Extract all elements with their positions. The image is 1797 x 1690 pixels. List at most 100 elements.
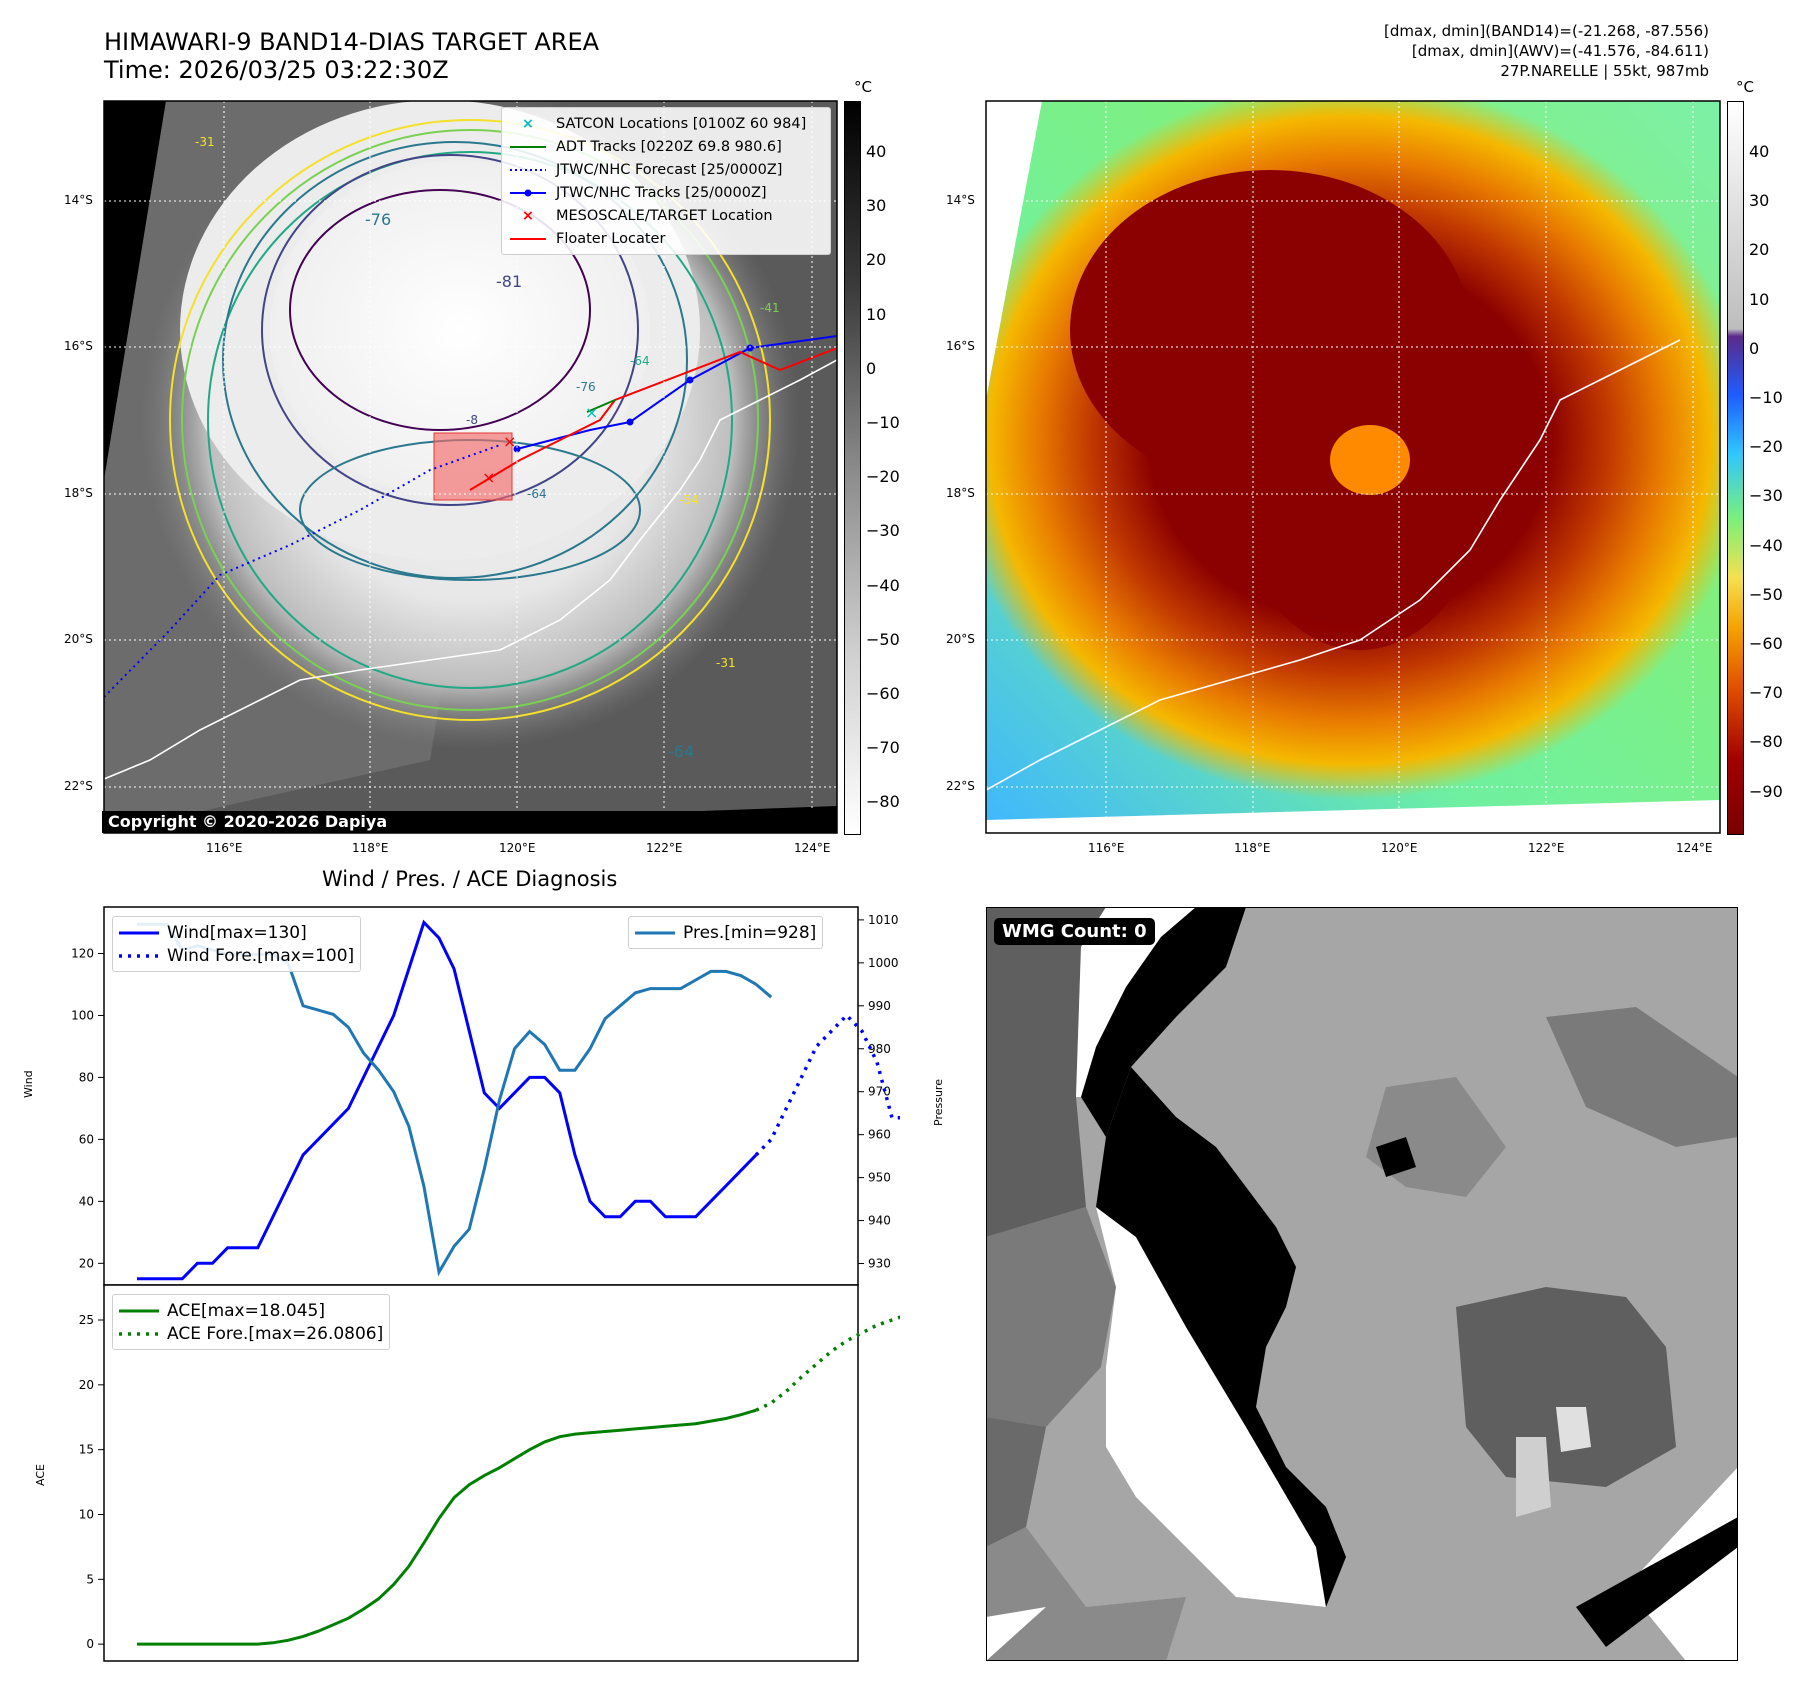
wind-tick-label: 40 [79, 1194, 94, 1208]
contour-label: -76 [365, 210, 392, 229]
awv-colorbar-tick: 20 [1749, 240, 1770, 260]
contour-label: -31 [716, 656, 736, 670]
legend-item: ACE Fore.[max=26.0806] [119, 1322, 383, 1345]
copyright-banner: Copyright © 2020-2026 Dapiya [102, 811, 837, 833]
ace-tick-label: 5 [86, 1572, 94, 1586]
awv-colorbar-tick: −50 [1749, 584, 1783, 604]
track-legend: × SATCON Locations [0100Z 60 984] ADT Tr… [501, 107, 831, 255]
legend-item: Pres.[min=928] [635, 921, 816, 944]
lon-tick-label: 116°E [206, 841, 243, 855]
ace-series-line [137, 1408, 757, 1646]
legend-item: Wind Fore.[max=100] [119, 944, 354, 967]
legend-label: MESOSCALE/TARGET Location [556, 207, 773, 224]
lat-tick-label: 16°S [64, 339, 93, 353]
x-mark-icon: × [521, 207, 535, 224]
ir-map: × × × [103, 100, 838, 834]
lat-tick-label: 16°S [946, 339, 975, 353]
contour-label: -54 [679, 493, 699, 507]
lon-tick-label: 116°E [1088, 841, 1125, 855]
lat-tick-label: 18°S [64, 486, 93, 500]
pressure-tick-label: 960 [868, 1128, 891, 1142]
awv-colorbar-tick: 10 [1749, 289, 1770, 309]
legend-label: ACE[max=18.045] [167, 1300, 325, 1321]
lon-tick-label: 120°E [499, 841, 536, 855]
legend-item: × MESOSCALE/TARGET Location [508, 204, 824, 227]
x-mark-icon: × [521, 115, 535, 132]
lon-tick-label: 124°E [794, 841, 831, 855]
ir-colorbar [844, 101, 861, 835]
awv-map [985, 100, 1721, 834]
lat-tick-label: 18°S [946, 486, 975, 500]
storm-info: 27P.NARELLE | 55kt, 987mb [1500, 62, 1709, 80]
ace-legend: ACE[max=18.045] ACE Fore.[max=26.0806] [112, 1294, 391, 1350]
contour-label: -8 [466, 413, 478, 427]
lon-tick-label: 118°E [1234, 841, 1271, 855]
ir-colorbar-tick: −30 [866, 521, 900, 541]
awv-colorbar [1727, 101, 1744, 835]
legend-item: ADT Tracks [0220Z 69.8 980.6] [508, 135, 824, 158]
lon-tick-label: 122°E [646, 841, 683, 855]
lon-tick-label: 124°E [1676, 841, 1713, 855]
pressure-axis-label: Pressure [932, 1079, 945, 1126]
wind-tick-label: 100 [71, 1008, 94, 1022]
ir-colorbar-tick: 30 [866, 196, 887, 216]
contour-label: -41 [760, 301, 780, 315]
lat-tick-label: 14°S [946, 193, 975, 207]
lon-tick-label: 122°E [1528, 841, 1565, 855]
awv-colorbar-unit: °C [1736, 78, 1754, 96]
wind-forecast-line [754, 1012, 900, 1157]
ir-colorbar-tick: 20 [866, 250, 887, 270]
legend-label: Pres.[min=928] [683, 922, 817, 943]
ir-colorbar-unit: °C [854, 78, 872, 96]
svg-text:×: × [585, 403, 598, 422]
title-line2: Time: 2026/03/25 03:22:30Z [104, 56, 449, 84]
legend-item: Wind[max=130] [119, 921, 354, 944]
pressure-tick-label: 980 [868, 1042, 891, 1056]
awv-colorbar-tick: −10 [1749, 388, 1783, 407]
dmax-awv: [dmax, dmin](AWV)=(-41.576, -84.611) [1411, 42, 1709, 60]
line-icon [119, 1309, 159, 1313]
awv-colorbar-tick: −20 [1749, 437, 1783, 457]
ace-tick-label: 15 [79, 1443, 94, 1457]
ir-colorbar-tick: −40 [866, 575, 900, 595]
ace-tick-label: 20 [79, 1378, 94, 1392]
pressure-legend: Pres.[min=928] [628, 916, 824, 949]
ir-colorbar-tick: −70 [866, 738, 900, 758]
wmg-count-badge: WMG Count: 0 [994, 918, 1155, 945]
legend-label: Wind[max=130] [167, 922, 307, 943]
wind-tick-label: 80 [79, 1070, 94, 1084]
line-icon [508, 145, 548, 149]
legend-item: Floater Locater [508, 227, 824, 250]
awv-colorbar-tick: −70 [1749, 683, 1783, 703]
awv-colorbar-tick: −40 [1749, 535, 1783, 555]
pressure-tick-label: 990 [868, 999, 891, 1013]
pressure-tick-label: 940 [868, 1214, 891, 1228]
awv-colorbar-tick: 30 [1749, 191, 1770, 211]
dotted-line-icon [119, 953, 159, 958]
legend-label: ACE Fore.[max=26.0806] [167, 1323, 384, 1344]
wind-tick-label: 120 [71, 946, 94, 960]
legend-item: × SATCON Locations [0100Z 60 984] [508, 112, 824, 135]
svg-text:×: × [503, 432, 516, 451]
ir-colorbar-tick: −80 [866, 792, 900, 812]
ace-tick-label: 25 [79, 1313, 94, 1327]
lat-tick-label: 22°S [64, 779, 93, 793]
dmax-band14: [dmax, dmin](BAND14)=(-21.268, -87.556) [1384, 22, 1709, 40]
ir-colorbar-tick: −10 [866, 413, 900, 432]
dotted-line-icon [508, 168, 548, 172]
awv-colorbar-tick: 40 [1749, 142, 1770, 161]
ir-colorbar-tick: −20 [866, 467, 900, 487]
pressure-tick-label: 970 [868, 1085, 891, 1099]
wind-tick-label: 20 [79, 1256, 94, 1270]
ace-tick-label: 10 [79, 1507, 94, 1521]
ace-tick-label: 0 [86, 1637, 94, 1651]
legend-item: ACE[max=18.045] [119, 1299, 383, 1322]
contour-label: -64 [527, 487, 547, 501]
contour-label: -64 [630, 354, 650, 368]
ir-colorbar-tick: 40 [866, 142, 887, 161]
pressure-tick-label: 930 [868, 1257, 891, 1271]
awv-colorbar-tick: 0 [1749, 338, 1760, 358]
ir-colorbar-tick: −60 [866, 684, 900, 703]
awv-colorbar-tick: −30 [1749, 486, 1783, 506]
